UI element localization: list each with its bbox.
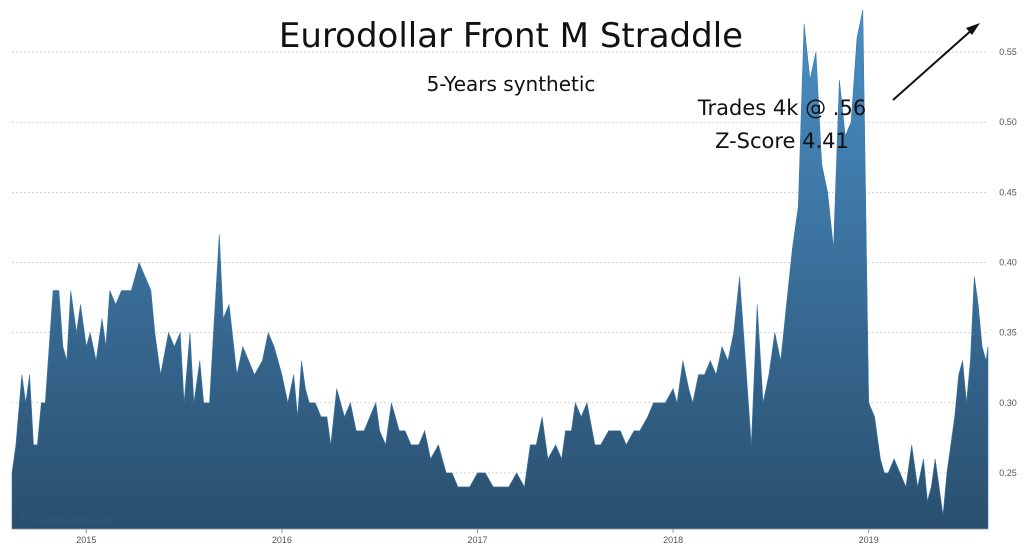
x-axis-ticks: 2015 2016 2017 2018 2019 (76, 529, 879, 545)
annotation-arrow (892, 27, 975, 101)
annotation-line-2: Z-Score 4.41 (715, 129, 849, 153)
y-tick-label: 0.40 (999, 257, 1017, 267)
x-tick-label: 2019 (859, 535, 879, 545)
y-tick-label: 0.45 (999, 187, 1017, 197)
watermark: PricingMonkey.com (20, 513, 115, 525)
area-series (11, 9, 989, 530)
y-tick-label: 0.50 (999, 117, 1017, 127)
annotation-line-1: Trades 4k @ .56 (697, 96, 866, 120)
x-tick-label: 2016 (272, 535, 292, 545)
y-tick-label: 0.55 (999, 47, 1017, 57)
x-tick-label: 2018 (663, 535, 683, 545)
chart-subtitle: 5-Years synthetic (427, 72, 596, 96)
y-tick-label: 0.25 (999, 468, 1017, 478)
chart-title: Eurodollar Front M Straddle (279, 16, 743, 56)
y-tick-label: 0.35 (999, 328, 1017, 338)
y-axis-ticks: 0.25 0.30 0.35 0.40 0.45 0.50 0.55 (999, 47, 1017, 478)
y-tick-label: 0.30 (999, 398, 1017, 408)
x-tick-label: 2017 (467, 535, 487, 545)
annotation-arrowhead (966, 23, 980, 35)
x-tick-label: 2015 (76, 535, 96, 545)
